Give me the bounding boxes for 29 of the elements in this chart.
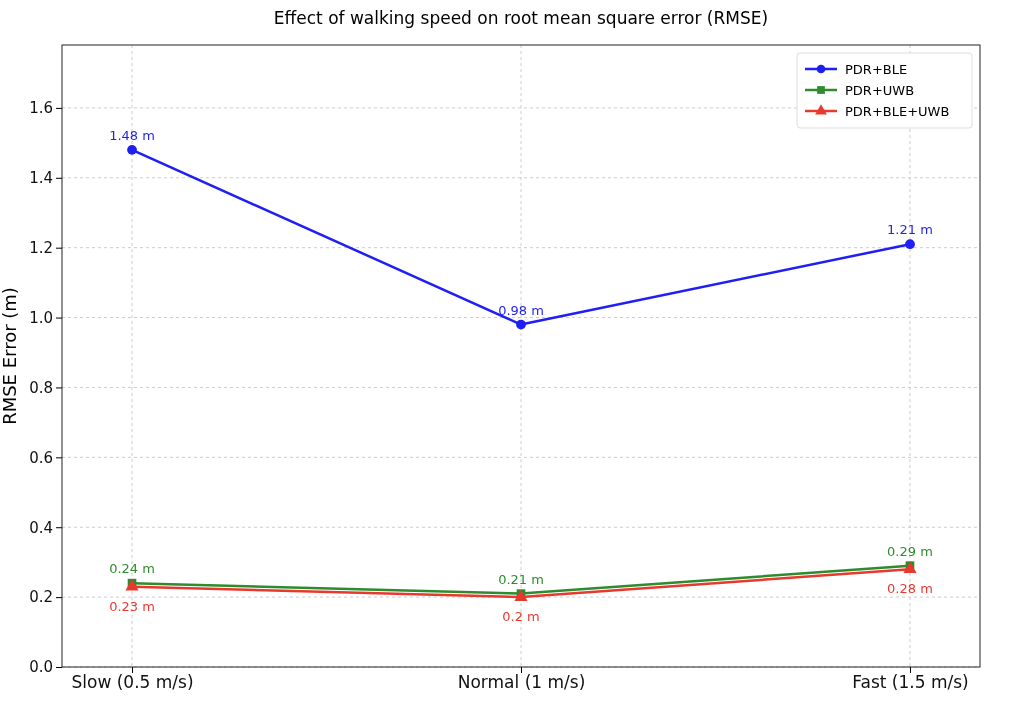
legend-label: PDR+BLE+UWB	[845, 104, 950, 119]
legend-label: PDR+UWB	[845, 83, 915, 98]
y-tick-label: 1.6	[29, 99, 53, 118]
y-tick-label: 0.2	[29, 588, 53, 607]
y-tick-label: 0.4	[29, 518, 53, 537]
data-label: 0.28 m	[887, 581, 933, 597]
x-tick-label: Slow (0.5 m/s)	[71, 672, 194, 693]
data-label: 1.48 m	[109, 127, 155, 143]
point	[905, 239, 915, 250]
y-tick-label: 1.4	[29, 169, 53, 188]
y-tick-label: 0.8	[29, 378, 53, 397]
y-axis-title: RMSE Error (m)	[0, 287, 20, 425]
data-label: 0.2 m	[502, 609, 540, 625]
legend-label: PDR+BLE	[845, 62, 908, 77]
data-label: 0.24 m	[109, 561, 155, 577]
chart-title: Effect of walking speed on root mean square error (RMSE)	[273, 8, 769, 28]
y-tick-label: 1.0	[29, 308, 53, 327]
x-tick-label: Normal (1 m/s)	[457, 672, 586, 693]
data-label: 0.21 m	[498, 571, 544, 587]
data-label: 1.21 m	[887, 222, 933, 238]
data-label: 0.29 m	[887, 543, 933, 559]
data-label: 0.98 m	[498, 302, 544, 318]
point	[127, 144, 137, 155]
point	[516, 319, 526, 330]
y-tick-label: 0.0	[29, 658, 53, 677]
y-tick-label: 0.6	[29, 448, 53, 467]
data-label: 0.23 m	[109, 598, 155, 614]
y-tick-label: 1.2	[29, 238, 53, 257]
x-tick-label: Fast (1.5 m/s)	[852, 672, 969, 693]
